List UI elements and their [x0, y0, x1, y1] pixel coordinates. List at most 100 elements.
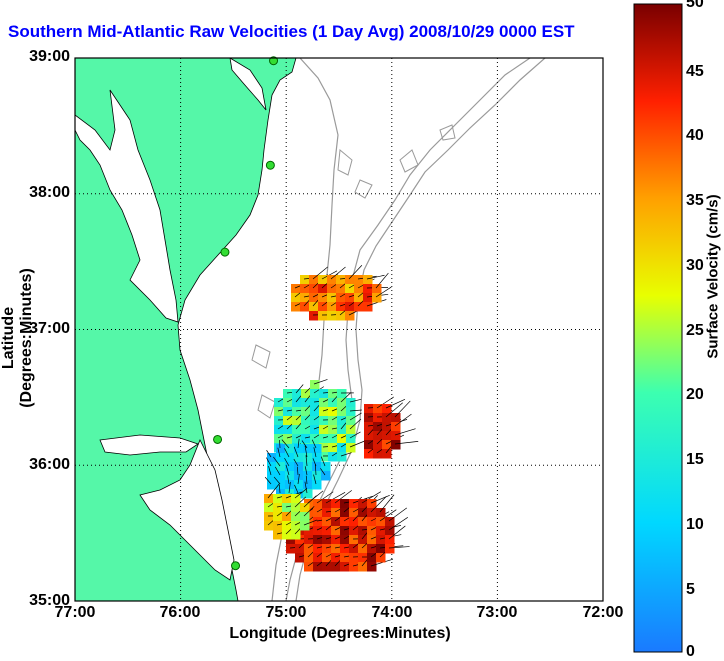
velocity-cell: [309, 311, 319, 321]
velocity-cell: [354, 302, 364, 312]
velocity-cell: [373, 440, 383, 450]
velocity-cell: [367, 544, 377, 554]
lon-tick-72: 72:00: [573, 604, 633, 622]
velocity-cell: [303, 462, 313, 472]
velocity-cell: [337, 452, 347, 462]
lat-tick-36: 36:00: [22, 456, 70, 474]
colorbar-tick-25: 25: [686, 322, 704, 340]
velocity-cell: [337, 389, 347, 399]
velocity-cell: [346, 443, 356, 453]
colorbar-tick-20: 20: [686, 386, 704, 404]
velocity-cell: [354, 293, 364, 303]
colorbar-tick-30: 30: [686, 257, 704, 275]
velocity-cell: [336, 302, 346, 312]
velocity-cell: [337, 407, 347, 417]
velocity-cell: [382, 449, 392, 459]
velocity-cell: [313, 544, 323, 554]
velocity-cell: [363, 284, 373, 294]
velocity-cell: [294, 444, 304, 454]
velocity-cell: [349, 499, 359, 509]
velocity-cell: [291, 293, 301, 303]
velocity-cell: [363, 293, 373, 303]
velocity-cell: [312, 471, 322, 481]
velocity-cell: [273, 521, 283, 531]
velocity-cell: [313, 526, 323, 536]
velocity-cell: [331, 526, 341, 536]
velocity-cell: [294, 480, 304, 490]
velocity-cell: [283, 425, 293, 435]
velocity-cell: [376, 544, 386, 554]
velocity-cell: [312, 444, 322, 454]
velocity-cell: [292, 425, 302, 435]
velocity-cell: [373, 431, 383, 441]
velocity-cell: [336, 275, 346, 285]
lon-tick-73: 73:00: [467, 604, 527, 622]
velocity-cell: [301, 398, 311, 408]
velocity-cell: [322, 508, 332, 518]
velocity-cell: [319, 407, 329, 417]
velocity-cell: [337, 425, 347, 435]
velocity-cell: [267, 471, 277, 481]
colorbar-label: Surface Velocity (cm/s): [705, 182, 722, 372]
velocity-cell: [310, 425, 320, 435]
velocity-cell: [328, 425, 338, 435]
velocity-cell: [318, 284, 328, 294]
velocity-cell: [331, 544, 341, 554]
velocity-cell: [322, 562, 332, 572]
velocity-cell: [346, 398, 356, 408]
velocity-cell: [295, 544, 305, 554]
velocity-cell: [391, 431, 401, 441]
velocity-cell: [294, 462, 304, 472]
velocity-cell: [340, 562, 350, 572]
velocity-cell: [283, 416, 293, 426]
velocity-cell: [367, 535, 377, 545]
colorbar-tick-45: 45: [686, 63, 704, 81]
velocity-cell: [285, 471, 295, 481]
velocity-cell: [321, 462, 331, 472]
velocity-cell: [382, 422, 392, 432]
velocity-cell: [328, 407, 338, 417]
velocity-cell: [358, 562, 368, 572]
colorbar: [634, 4, 682, 652]
radar-station-marker-2: [266, 161, 274, 169]
velocity-cell: [304, 553, 314, 563]
velocity-cell: [331, 553, 341, 563]
velocity-cell: [313, 562, 323, 572]
colorbar-tick-15: 15: [686, 451, 704, 469]
velocity-cell: [376, 553, 386, 563]
velocity-cell: [264, 521, 274, 531]
velocity-cell: [364, 449, 374, 459]
velocity-cell: [291, 521, 301, 531]
velocity-cell: [331, 562, 341, 572]
velocity-cell: [300, 302, 310, 312]
velocity-cell: [345, 311, 355, 321]
velocity-cell: [282, 512, 292, 522]
velocity-cell: [319, 398, 329, 408]
velocity-cell: [345, 293, 355, 303]
velocity-cell: [282, 494, 292, 504]
velocity-cell: [376, 526, 386, 536]
velocity-cell: [340, 526, 350, 536]
velocity-cell: [274, 407, 284, 417]
velocity-cell: [276, 471, 286, 481]
velocity-cell: [291, 494, 301, 504]
velocity-cell: [273, 494, 283, 504]
velocity-cell: [276, 444, 286, 454]
velocity-cell: [349, 526, 359, 536]
velocity-cell: [318, 311, 328, 321]
velocity-arrow: [376, 273, 388, 288]
velocity-cell: [363, 275, 373, 285]
velocity-cell: [327, 275, 337, 285]
velocity-cell: [310, 407, 320, 417]
velocity-cell: [340, 544, 350, 554]
velocity-cell: [264, 512, 274, 522]
velocity-cell: [391, 440, 401, 450]
velocity-cell: [309, 284, 319, 294]
velocity-cell: [331, 499, 341, 509]
radar-station-marker-5: [232, 562, 240, 570]
radar-station-marker-3: [221, 248, 229, 256]
velocity-cell: [349, 544, 359, 554]
velocity-cell: [321, 471, 331, 481]
velocity-cell: [376, 508, 386, 518]
velocity-cell: [300, 512, 310, 522]
